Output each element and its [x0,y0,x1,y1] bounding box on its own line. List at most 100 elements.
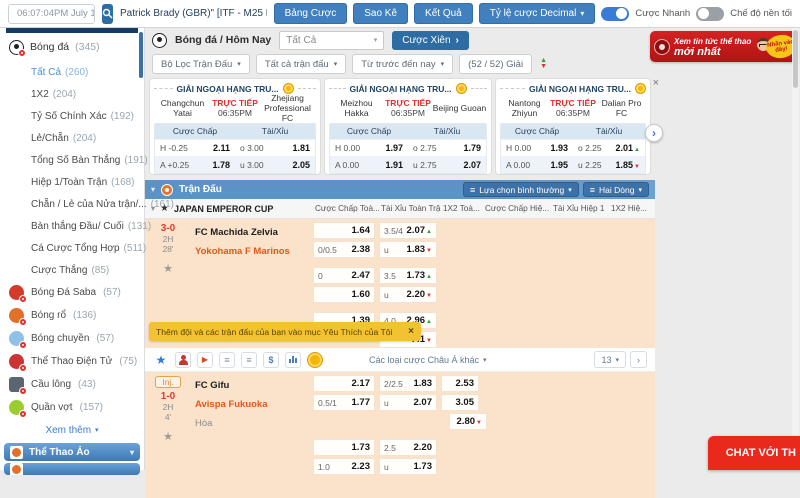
promo-banner[interactable]: Xem tin tức thể thao mới nhất Nhấn vào đ… [650,31,798,62]
favorite-star-icon[interactable] [153,352,169,368]
1x2-odds-cell[interactable]: 3.05 [441,394,479,411]
handicap-away-odds[interactable]: A 0.00 1.91 [335,160,403,170]
overunder-odds-cell[interactable]: u 1.73 [379,458,437,475]
search-query[interactable]: Patrick Brady (GBR)" [ITF - M25 Nottingh… [119,8,267,19]
lineup-icon[interactable] [241,351,257,368]
live-stream-icon[interactable] [197,351,213,368]
league-name: GIẢI NGOẠI HẠNG TRU... [529,83,631,94]
sidebar-sport-header[interactable]: Bóng đá (345) [0,33,144,61]
close-icon[interactable] [653,77,659,89]
handicap-odds-cell[interactable]: 1.73 [313,439,375,456]
handicap-odds-cell[interactable]: 1.60 [313,286,375,303]
overunder-odds-cell[interactable]: u 2.07 [379,394,437,411]
close-icon[interactable] [408,326,414,337]
quick-bet-toggle[interactable] [601,6,630,21]
handicap-odds-cell[interactable]: 1.0 2.23 [313,458,375,475]
overunder-odds-cell[interactable]: 3.5 1.73 [379,267,437,284]
favorite-star-icon[interactable] [145,262,191,275]
handicap-away-odds[interactable]: A 0.00 1.95 [506,160,568,170]
chat-button[interactable]: CHAT VỚI TH [707,436,800,470]
handicap-home-odds[interactable]: H 0.00 1.93 [506,143,568,153]
handicap-odds-cell[interactable]: 0/0.5 2.38 [313,241,375,258]
search-button[interactable] [101,3,113,24]
favorite-star-icon[interactable]: ★ [160,203,169,214]
row-mode-dropdown[interactable]: Hai Dòng▾ [582,182,649,197]
bet-slip-button[interactable]: Bảng Cược [273,3,348,24]
statement-button[interactable]: Sao Kê [353,3,409,24]
overunder-odds-cell[interactable]: 3.5/4 2.07 [379,222,437,239]
handicap-home-odds[interactable]: H 0.00 1.97 [335,143,403,153]
overunder-odds-cell[interactable]: 2/2.5 1.83 [379,375,437,392]
sidebar-item-mix-parlay[interactable]: Cá Cược Tổng Hợp (511) [0,237,146,259]
market-count-dropdown[interactable]: 13 ▾ [594,351,626,368]
match-filter-dropdown[interactable]: Bộ Lọc Trận Đấu ▾ [152,54,250,74]
next-sports-bar[interactable] [4,463,140,475]
next-page-button[interactable]: › [630,351,647,368]
parlay-button[interactable]: Cược Xiên [392,30,469,50]
over-odds[interactable]: o 2.25 2.01 [573,140,645,156]
under-odds[interactable]: u 2.75 2.07 [413,160,481,170]
over-odds[interactable]: o 2.75 1.79 [413,143,481,153]
sidebar-sport-volleyball[interactable]: Bóng chuyền (57) [0,327,144,350]
cash-out-icon[interactable] [263,351,279,368]
coin-icon[interactable] [307,351,323,368]
see-more-link[interactable]: Xem thêm ▾ [0,419,144,441]
1x2-odds-cell[interactable]: 2.80 [449,413,487,430]
dark-mode-toggle[interactable] [696,6,725,21]
collapse-chevron-icon[interactable]: ▾ [151,185,156,194]
home-team[interactable]: FC Gifu [195,380,230,391]
handicap-away-odds[interactable]: A +0.25 1.78 [160,160,230,170]
view-option-dropdown[interactable]: Lựa chọn bình thường▾ [462,182,579,197]
1x2-odds-cell[interactable]: 2.53 [441,375,479,392]
handicap-odds-cell[interactable]: 0 2.47 [313,267,375,284]
sort-icon[interactable]: ▲ ▼ [540,57,547,70]
handicap-odds-cell[interactable]: 0.5/1 1.77 [313,394,375,411]
virtual-sports-bar[interactable]: Thể Thao Ảo ▾ [4,443,140,461]
away-team[interactable]: Yokohama F Marinos [195,246,290,257]
home-team[interactable]: FC Machida Zelvia [195,227,278,238]
league-select[interactable]: Tất Cả ▾ [279,30,385,50]
overunder-odds-cell[interactable]: 2.5 2.20 [379,439,437,456]
stats-grid-icon[interactable] [219,351,235,368]
sidebar-item-correct-score[interactable]: Tỷ Số Chính Xác (192) [0,105,144,127]
sidebar-sport-tennis[interactable]: Quần vợt (157) [0,396,144,419]
sidebar-item-outright[interactable]: Cược Thắng (85) [0,259,144,281]
bar-chart-icon[interactable] [285,351,301,368]
odds-format-dropdown[interactable]: Tỷ lệ cược Decimal [478,3,596,24]
sidebar-sport-basketball[interactable]: Bóng rổ (136) [0,304,144,327]
featured-match-card[interactable]: GIẢI NGOẠI HẠNG TRU... Changchun Yatai TR… [149,78,321,175]
sidebar-sport-badminton[interactable]: Cầu lông (43) [0,373,144,396]
sidebar-item-1x2[interactable]: 1X2 (204) [0,83,144,105]
carousel-next-button[interactable] [645,124,663,142]
favorite-star-icon[interactable] [145,430,191,443]
sidebar-item-odd-even[interactable]: Lẻ/Chẵn (204) [0,127,144,149]
featured-match-card[interactable]: GIẢI NGOẠI HẠNG TRU... Meizhou Hakka TRỰ… [324,78,492,175]
time-range-dropdown[interactable]: Từ trước đến nay ▾ [352,54,454,74]
sidebar-item-all[interactable]: Tất Cả (260) [0,61,144,83]
sidebar-item-first-last-goal[interactable]: Bàn thắng Đầu/ Cuối (131) [0,215,151,237]
sidebar-sport-saba-soccer[interactable]: Bóng Đá Saba (57) [0,281,144,304]
main-scrollbar[interactable] [792,28,799,470]
scrollbar-thumb[interactable] [793,30,798,88]
overunder-odds-cell[interactable]: u 2.20 [379,286,437,303]
league-count-button[interactable]: (52 / 52) Giải [459,54,533,74]
handicap-odds-cell[interactable]: 1.64 [313,222,375,239]
results-button[interactable]: Kết Quả [414,3,473,24]
player-stats-icon[interactable] [175,351,191,368]
all-matches-dropdown[interactable]: Tất cả trận đấu ▾ [255,54,347,74]
sidebar-item-total-goals[interactable]: Tổng Số Bàn Thắng (191) [0,149,148,171]
sidebar-item-half-odd-even[interactable]: Chẵn / Lẻ của Nửa trận/... (161) [0,193,174,215]
sidebar-scrollbar[interactable] [139,32,143,78]
handicap-home-odds[interactable]: H -0.25 2.11 [160,143,230,153]
collapse-chevron-icon[interactable]: ▾ [151,204,156,213]
sidebar-item-ht-ft[interactable]: Hiệp 1/Toàn Trận (168) [0,171,144,193]
sidebar-sport-esports[interactable]: Thể Thao Điện Tử (75) [0,350,144,373]
handicap-odds-cell[interactable]: 2.17 [313,375,375,392]
overunder-odds-cell[interactable]: u 1.83 [379,241,437,258]
away-team[interactable]: Avispa Fukuoka [195,399,268,410]
under-odds[interactable]: u 2.25 1.85 [573,157,645,173]
more-bets-dropdown[interactable]: Các loại cược Châu Á khác ▾ [369,355,487,365]
over-odds[interactable]: o 3.00 1.81 [240,143,310,153]
under-odds[interactable]: u 3.00 2.05 [240,160,310,170]
featured-match-card[interactable]: GIẢI NGOẠI HẠNG TRU... Nantong Zhiyun TRỰ… [495,78,651,175]
